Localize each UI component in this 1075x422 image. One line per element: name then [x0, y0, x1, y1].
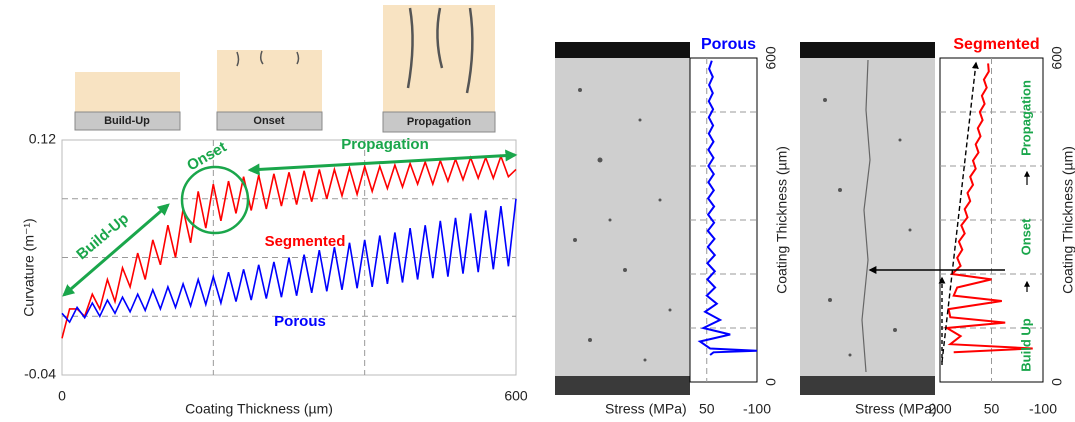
micrograph-porous	[555, 42, 690, 395]
y-axis-title: Coating Thickness (µm)	[774, 146, 790, 294]
onset-circle	[180, 165, 250, 235]
x-axis-title: Stress (MPa)	[855, 401, 937, 417]
pores	[573, 88, 672, 362]
schematic-label: Onset	[253, 115, 285, 127]
x-axis-title: Coating Thickness (µm)	[185, 401, 333, 417]
micrograph	[555, 42, 690, 395]
layer-onset	[217, 50, 322, 112]
x-tick-label: 200	[928, 401, 952, 417]
micrograph-segmented	[800, 42, 935, 395]
dark-band	[800, 376, 935, 395]
dark-band	[555, 42, 690, 58]
panel-title: Segmented	[953, 36, 1039, 53]
crack	[861, 59, 871, 373]
stress-profile	[943, 63, 1033, 354]
x-tick-label: 0	[58, 388, 66, 404]
pores	[823, 98, 912, 357]
schematic-label: Build-Up	[104, 115, 150, 127]
x-axis-title: Stress (MPa)	[605, 401, 687, 417]
substrate	[216, 111, 323, 131]
x-tick-label: -100	[743, 401, 771, 417]
series-label: Segmented	[265, 233, 346, 250]
annotation: Build Up	[1018, 318, 1033, 371]
y-axis-title: Coating Thickness (µm)	[1060, 146, 1075, 294]
annotation: Propagation	[341, 136, 429, 153]
y-tick-label: 600	[1049, 46, 1065, 70]
schematics: Build-Up Onset Propagation	[74, 5, 496, 133]
series-label: Porous	[274, 313, 326, 330]
dark-band	[555, 376, 690, 395]
crack	[406, 7, 474, 94]
y-tick-label: 0	[1049, 378, 1065, 386]
annotation: Propagation	[1018, 80, 1033, 156]
stress-profile	[697, 60, 758, 356]
y-tick-label: -0.04	[24, 366, 56, 382]
y-tick-label: 600	[763, 46, 779, 70]
substrate	[74, 111, 181, 131]
dark-band	[800, 42, 935, 58]
buildup-arrow	[62, 203, 170, 297]
x-tick-label: 50	[699, 401, 715, 417]
trend-arrow	[941, 61, 979, 363]
crack	[236, 50, 300, 67]
micrograph	[800, 42, 935, 395]
y-tick-label: 0.12	[29, 131, 56, 147]
schematic-label: Propagation	[407, 116, 471, 128]
x-tick-label: -100	[1029, 401, 1057, 417]
substrate	[382, 111, 496, 133]
layer-buildup	[75, 72, 180, 112]
y-axis-title: Curvature (m⁻¹)	[21, 218, 37, 316]
annotation: Onset	[1018, 218, 1033, 256]
y-tick-label: 0	[763, 378, 779, 386]
x-tick-label: 600	[504, 388, 528, 404]
panel-title: Porous	[701, 36, 756, 53]
propagation-arrow	[247, 149, 518, 176]
x-tick-label: 50	[984, 401, 1000, 417]
